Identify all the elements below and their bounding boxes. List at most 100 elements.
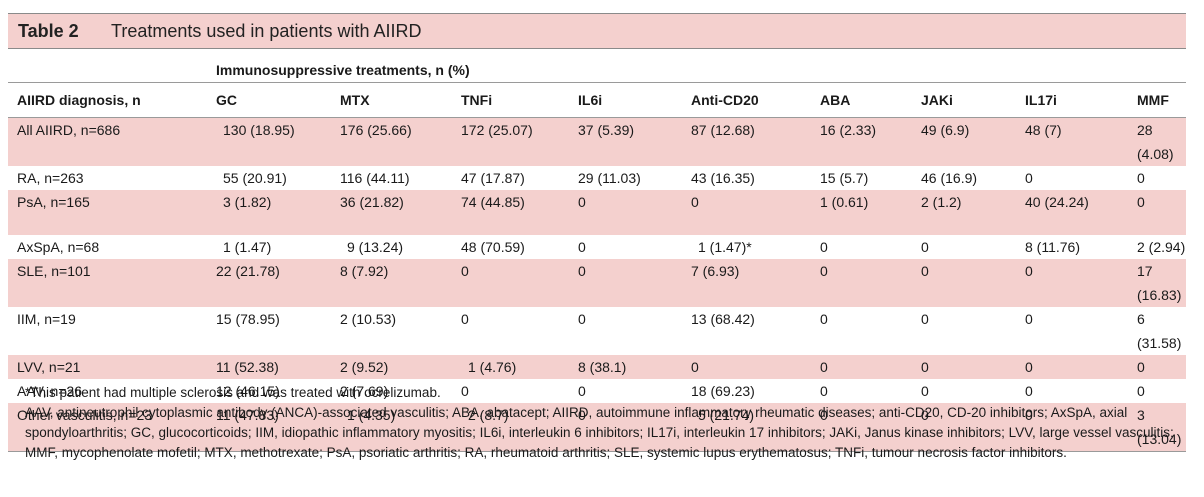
cell-mmf: 0 — [1128, 355, 1186, 379]
cell-il17i: 0 — [1025, 383, 1033, 399]
cell-diagnosis: AxSpA, n=68 — [17, 239, 100, 255]
cell-mtx: 2 (7.69) — [340, 383, 389, 399]
table-row: LVV, n=21 11 (52.38) 2 (9.52) 1 (4.76) 8… — [8, 355, 1186, 379]
cell-mtx: 8 (7.92) — [331, 259, 452, 307]
cell-aba: 0 — [820, 239, 828, 255]
cell-anti-cd20: 1 (1.47)* — [698, 239, 752, 255]
cell-il17i: 0 — [1016, 355, 1128, 379]
cell-aba: 0 — [811, 355, 912, 379]
cell-gc: 15 (78.95) — [216, 311, 280, 327]
col-header-il6i: IL6i — [569, 82, 682, 118]
cell-jaki: 0 — [921, 239, 929, 255]
cell-aba: 0 — [820, 383, 828, 399]
cell-il17i: 0 — [1025, 311, 1033, 327]
cell-anti-cd20: 18 (69.23) — [691, 383, 755, 399]
table-number: Table 2 — [18, 21, 79, 41]
col-header-il17i: IL17i — [1016, 82, 1128, 118]
cell-il17i: 0 — [1025, 170, 1033, 186]
table-footnotes: *This patient had multiple sclerosis and… — [25, 383, 1195, 463]
cell-mtx: 1 (4.35) — [331, 403, 452, 452]
cell-il6i: 0 — [569, 190, 682, 235]
cell-aba: 0 — [811, 403, 912, 452]
cell-tnfi: 47 (17.87) — [461, 170, 525, 186]
cell-mmf: 17 (16.83) — [1128, 259, 1186, 307]
cell-mmf: 0 — [1137, 170, 1145, 186]
cell-aba: 0 — [820, 311, 828, 327]
cell-mtx: 2 (10.53) — [340, 311, 397, 327]
cell-aba: 15 (5.7) — [820, 170, 869, 186]
cell-mtx: 116 (44.11) — [340, 170, 410, 186]
cell-gc: 22 (21.78) — [207, 259, 331, 307]
cell-anti-cd20: 7 (6.93) — [682, 259, 811, 307]
cell-diagnosis: All AIIRD, n=686 — [8, 117, 207, 166]
cell-anti-cd20: 13 (68.42) — [691, 311, 755, 327]
col-header-jaki: JAKi — [912, 82, 1016, 118]
cell-anti-cd20: 0 — [682, 355, 811, 379]
table-row: AxSpA, n=68 1 (1.47) 9 (13.24) 48 (70.59… — [8, 235, 1186, 259]
table-title: Treatments used in patients with AIIRD — [111, 21, 422, 41]
cell-tnfi: 0 — [461, 311, 469, 327]
cell-tnfi: 172 (25.07) — [452, 117, 569, 166]
cell-jaki: 49 (6.9) — [912, 117, 1016, 166]
table-row: IIM, n=19 15 (78.95) 2 (10.53) 0 0 13 (6… — [8, 307, 1186, 355]
cell-jaki: 0 — [912, 355, 1016, 379]
col-header-gc: GC — [207, 82, 331, 118]
cell-diagnosis: Other vasculitis, n=23 — [8, 403, 207, 452]
cell-gc: 55 (20.91) — [223, 170, 287, 186]
cell-il17i: 0 — [1016, 259, 1128, 307]
cell-il6i: 0 — [578, 239, 586, 255]
cell-il6i: 0 — [569, 259, 682, 307]
cell-tnfi: 0 — [452, 259, 569, 307]
col-header-diagnosis: AIIRD diagnosis, n — [8, 82, 207, 118]
cell-mmf: 6 (31.58) — [1137, 311, 1182, 351]
cell-il6i: 0 — [569, 403, 682, 452]
cell-mtx: 36 (21.82) — [331, 190, 452, 235]
cell-tnfi: 1 (4.76) — [452, 355, 569, 379]
table-row: All AIIRD, n=686 130 (18.95) 176 (25.66)… — [8, 117, 1186, 166]
cell-gc: 12 (46.15) — [216, 383, 280, 399]
footnote-abbreviations: AAV, antineutrophil cytoplasmic antibody… — [25, 405, 1174, 460]
cell-tnfi: 74 (44.85) — [452, 190, 569, 235]
cell-gc: 3 (1.82) — [207, 190, 331, 235]
cell-anti-cd20: 87 (12.68) — [682, 117, 811, 166]
cell-anti-cd20: 0 — [682, 190, 811, 235]
col-header-mmf: MMF — [1128, 82, 1186, 118]
table-title-bar: Table 2 Treatments used in patients with… — [8, 13, 1186, 49]
cell-gc: 130 (18.95) — [207, 117, 331, 166]
table-row: Other vasculitis, n=23 11 (47.83) 1 (4.3… — [8, 403, 1186, 452]
table-row: PsA, n=165 3 (1.82) 36 (21.82) 74 (44.85… — [8, 190, 1186, 235]
cell-il6i: 37 (5.39) — [569, 117, 682, 166]
cell-anti-cd20: 43 (16.35) — [691, 170, 755, 186]
col-header-aba: ABA — [811, 82, 912, 118]
col-header-mtx: MTX — [331, 82, 452, 118]
cell-mtx: 176 (25.66) — [331, 117, 452, 166]
cell-jaki: 0 — [912, 259, 1016, 307]
cell-jaki: 46 (16.9) — [921, 170, 978, 186]
cell-jaki: 0 — [912, 403, 1016, 452]
cell-tnfi: 48 (70.59) — [461, 239, 525, 255]
group-header: Immunosuppressive treatments, n (%) — [216, 62, 470, 78]
cell-gc: 11 (47.83) — [207, 403, 331, 452]
cell-il6i: 29 (11.03) — [578, 170, 641, 186]
cell-aba: 1 (0.61) — [811, 190, 912, 235]
cell-tnfi: 2 (8.7) — [452, 403, 569, 452]
header-row: AIIRD diagnosis, n GC MTX TNFi IL6i Anti… — [8, 82, 1186, 118]
cell-diagnosis: PsA, n=165 — [8, 190, 207, 235]
table-row: AAV, n=26 12 (46.15) 2 (7.69) 0 0 18 (69… — [8, 379, 1186, 403]
cell-diagnosis: IIM, n=19 — [17, 311, 76, 327]
cell-diagnosis: LVV, n=21 — [8, 355, 207, 379]
cell-mmf: 0 — [1137, 383, 1145, 399]
cell-anti-cd20: 5 (21.74) — [682, 403, 811, 452]
cell-gc: 11 (52.38) — [207, 355, 331, 379]
col-header-anti-cd20: Anti-CD20 — [682, 82, 811, 118]
cell-mmf: 2 (2.94) — [1137, 239, 1186, 255]
cell-aba: 16 (2.33) — [811, 117, 912, 166]
table-row: SLE, n=101 22 (21.78) 8 (7.92) 0 0 7 (6.… — [8, 259, 1186, 307]
cell-il17i: 40 (24.24) — [1016, 190, 1128, 235]
cell-aba: 0 — [811, 259, 912, 307]
cell-il6i: 0 — [578, 311, 586, 327]
cell-mtx: 9 (13.24) — [347, 239, 404, 255]
cell-jaki: 0 — [921, 311, 929, 327]
cell-mmf: 0 — [1128, 190, 1186, 235]
cell-il17i: 8 (11.76) — [1025, 239, 1080, 255]
